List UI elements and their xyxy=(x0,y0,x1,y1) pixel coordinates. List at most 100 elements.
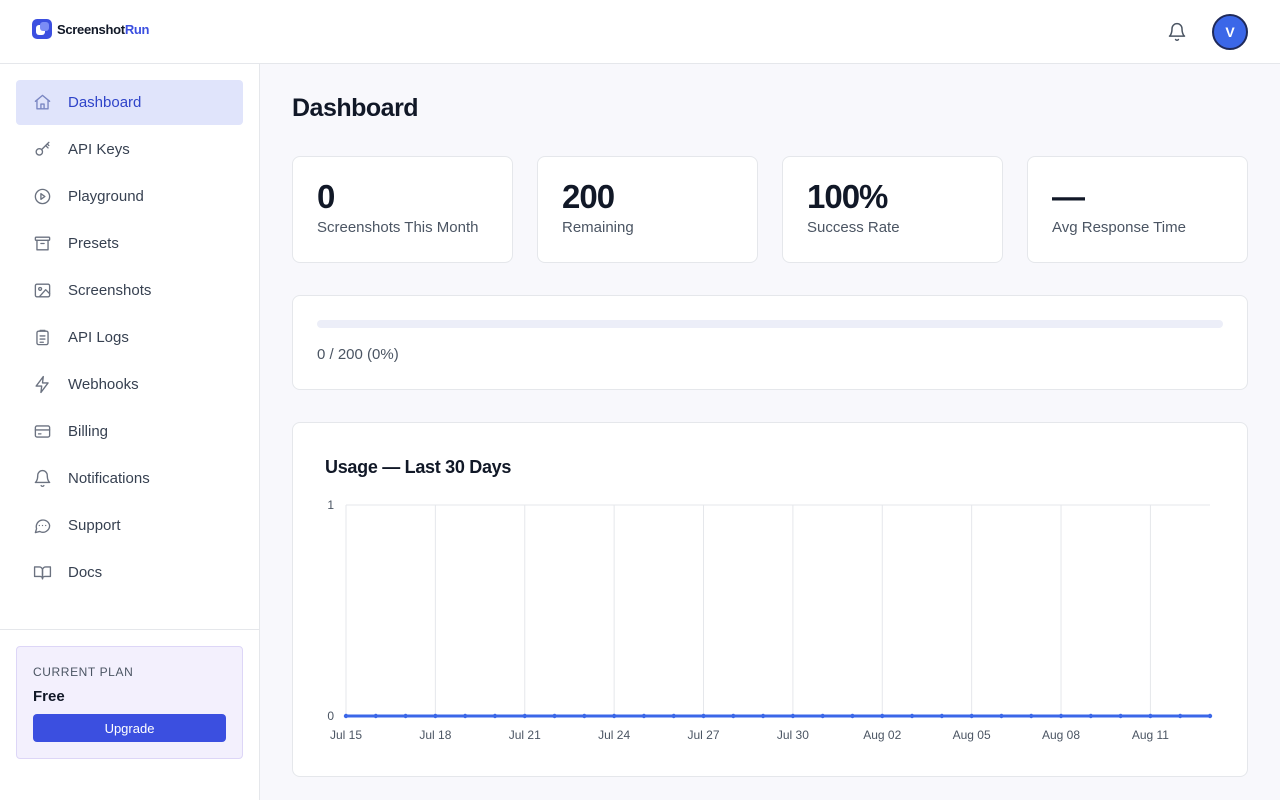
chart-point xyxy=(522,713,527,719)
avatar[interactable]: V xyxy=(1212,14,1248,50)
sidebar-item-dashboard[interactable]: Dashboard xyxy=(16,80,243,125)
stat-card-response-time: — Avg Response Time xyxy=(1027,156,1248,263)
image-icon xyxy=(32,281,52,301)
sidebar-divider xyxy=(0,629,259,630)
logo-mark-icon xyxy=(32,19,52,39)
chart-x-tick-label: Aug 08 xyxy=(1042,728,1080,742)
sidebar-item-docs[interactable]: Docs xyxy=(16,550,243,595)
stat-value: 0 xyxy=(317,178,335,215)
sidebar-item-api-keys[interactable]: API Keys xyxy=(16,127,243,172)
sidebar-item-label: Playground xyxy=(68,188,144,205)
clipboard-icon xyxy=(32,328,52,348)
sidebar-item-playground[interactable]: Playground xyxy=(16,174,243,219)
sidebar-item-label: API Keys xyxy=(68,141,130,158)
current-plan-card: CURRENT PLAN Free Upgrade xyxy=(16,646,243,759)
chart-point xyxy=(582,713,587,719)
chart-x-tick-label: Jul 30 xyxy=(777,728,809,742)
chart-point xyxy=(1118,713,1123,719)
chart-point xyxy=(462,713,468,719)
chart-point xyxy=(1058,713,1064,719)
brand-name-accent: Run xyxy=(124,21,150,37)
chart-point xyxy=(641,713,647,719)
chart-point xyxy=(373,713,378,719)
usage-chart-card: Usage — Last 30 Days Jul 15 Jul 18 Jul 21 J… xyxy=(292,422,1248,777)
bell-icon xyxy=(1168,22,1186,42)
chart-point xyxy=(820,713,825,719)
usage-line-chart: Jul 15 Jul 18 Jul 21 Jul 24 Jul 27 Jul 30 Aug … xyxy=(327,498,1213,742)
upgrade-button[interactable]: Upgrade xyxy=(33,714,226,742)
sidebar-item-label: Dashboard xyxy=(68,94,142,111)
chart-x-tick-label: Aug 05 xyxy=(953,728,991,742)
chart-x-tick-label: Jul 18 xyxy=(419,728,451,742)
sidebar-item-label: Notifications xyxy=(68,470,150,487)
stat-card-success-rate: 100% Success Rate xyxy=(782,156,1003,263)
sidebar-item-notifications[interactable]: Notifications xyxy=(16,456,243,501)
chart-point xyxy=(1029,713,1034,719)
sidebar-item-label: Presets xyxy=(68,235,119,252)
sidebar-item-presets[interactable]: Presets xyxy=(16,221,243,266)
chart-x-tick-label: Aug 02 xyxy=(863,728,901,742)
book-icon xyxy=(32,563,52,583)
chart-point xyxy=(701,713,706,719)
chart-point xyxy=(343,713,349,719)
chart-point xyxy=(1148,713,1153,719)
chart-x-tick-label: Jul 27 xyxy=(688,728,720,742)
sidebar-item-label: Docs xyxy=(68,564,103,581)
stat-label: Success Rate xyxy=(807,219,900,236)
bell-icon xyxy=(32,469,52,489)
play-circle-icon xyxy=(32,187,52,207)
chart-point xyxy=(850,713,855,719)
chart-point xyxy=(909,713,915,719)
sidebar-item-billing[interactable]: Billing xyxy=(16,409,243,454)
chart-point xyxy=(999,713,1004,719)
brand-name: ScreenshotRun xyxy=(57,22,149,37)
sidebar-item-label: Billing xyxy=(68,423,109,440)
sidebar-item-label: Screenshots xyxy=(68,282,152,299)
usage-progress-bar xyxy=(317,320,1223,328)
stat-card-remaining: 200 Remaining xyxy=(537,156,758,263)
chart-point xyxy=(492,713,498,719)
archive-icon xyxy=(32,234,52,254)
brand-name-primary: Screenshot xyxy=(57,21,125,37)
sidebar-item-label: API Logs xyxy=(68,329,129,346)
chart-point xyxy=(433,713,438,719)
lightning-icon xyxy=(32,375,52,395)
chart-x-tick-label: Aug 11 xyxy=(1132,728,1169,742)
sidebar-item-api-logs[interactable]: API Logs xyxy=(16,315,243,360)
chat-icon xyxy=(32,516,52,536)
sidebar-item-support[interactable]: Support xyxy=(16,503,243,548)
chart-point xyxy=(1207,713,1213,719)
brand-logo[interactable]: ScreenshotRun xyxy=(32,19,149,39)
chart-point xyxy=(1178,713,1183,719)
chart-point xyxy=(403,713,408,719)
chart-y-tick-label: 1 xyxy=(327,498,334,512)
chart-y-tick-label: 0 xyxy=(327,709,334,723)
sidebar-item-webhooks[interactable]: Webhooks xyxy=(16,362,243,407)
notifications-button[interactable] xyxy=(1166,21,1188,43)
chart-x-tick-label: Jul 24 xyxy=(598,728,630,742)
chart-point xyxy=(1088,713,1094,719)
plan-kicker: CURRENT PLAN xyxy=(33,665,134,679)
stat-label: Screenshots This Month xyxy=(317,219,479,236)
chart-point xyxy=(760,713,766,719)
usage-progress-card: 0 / 200 (0%) xyxy=(292,295,1248,390)
sidebar-item-label: Support xyxy=(68,517,121,534)
chart-point xyxy=(880,713,885,719)
stat-value: 200 xyxy=(562,178,615,215)
page-title: Dashboard xyxy=(292,94,419,122)
sidebar-item-screenshots[interactable]: Screenshots xyxy=(16,268,243,313)
chart-point xyxy=(671,713,676,719)
home-icon xyxy=(32,93,52,113)
chart-title: Usage — Last 30 Days xyxy=(325,457,512,477)
chart-point xyxy=(611,713,617,719)
chart-point xyxy=(552,713,557,719)
usage-text: 0 / 200 (0%) xyxy=(317,346,399,363)
credit-card-icon xyxy=(32,422,52,442)
chart-point xyxy=(790,713,796,719)
top-bar: ScreenshotRun V xyxy=(0,0,1280,64)
stat-value: — xyxy=(1052,178,1085,215)
chart-x-tick-label: Jul 15 xyxy=(330,728,362,742)
key-icon xyxy=(32,140,52,160)
chart-x-tick-label: Jul 21 xyxy=(509,728,541,742)
chart-point xyxy=(731,713,736,719)
